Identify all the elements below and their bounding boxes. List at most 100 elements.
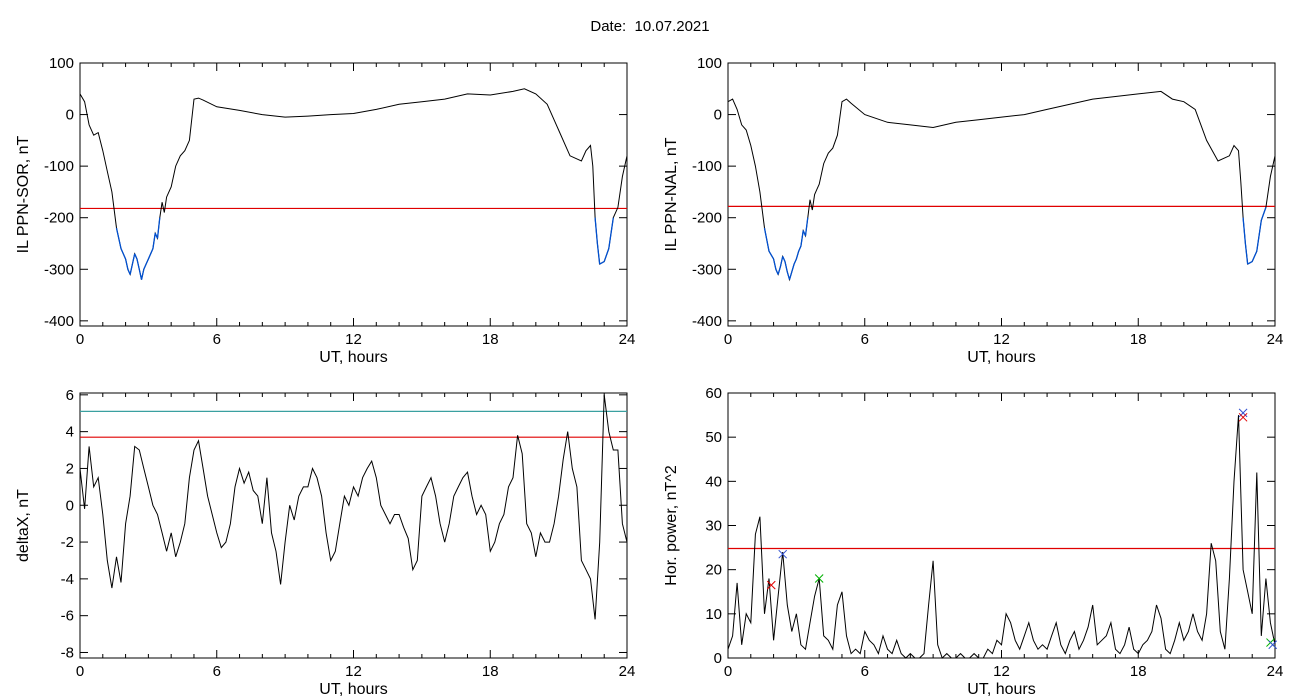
chart-deltax: 0 6 12 18 24 6 4 2 0 -2 -4 -6 -8 UT, hours deltaX, nT (15, 387, 635, 698)
series-highlight-segment (1247, 260, 1253, 265)
y-tick-label: -100 (44, 158, 74, 175)
series-highlight-segment (156, 217, 161, 239)
y-tick-label: -100 (692, 158, 722, 175)
y-axis-label: IL PPN-NAL, nT (663, 137, 680, 251)
series-highlight-segment (772, 258, 777, 270)
x-tick-label: 18 (482, 663, 499, 680)
series-highlight-segment (115, 227, 122, 249)
y-tick-label: 40 (705, 473, 722, 490)
series-line (79, 88, 628, 280)
x-tick-label: 6 (861, 663, 869, 680)
y-tick-label: 0 (66, 497, 74, 514)
cross-marker-stroke (1238, 412, 1248, 422)
y-tick-label: -400 (692, 313, 722, 330)
y-tick-label: 2 (66, 460, 74, 477)
series-highlight-segment (763, 227, 770, 252)
y-tick-label: -200 (692, 210, 722, 227)
series-highlight-segment (145, 258, 149, 265)
x-tick-label: 18 (1130, 663, 1147, 680)
series-highlight-segment (793, 258, 797, 265)
y-tick-label: -300 (44, 261, 74, 278)
series-highlight-segment (129, 263, 134, 275)
y-tick-label: -300 (692, 261, 722, 278)
y-tick-label: -2 (61, 534, 74, 551)
x-axis-label: UT, hours (967, 681, 1035, 698)
y-axis-label: Hor. power, nT^2 (663, 465, 680, 586)
cross-marker-stroke (778, 549, 788, 559)
x-tick-label: 0 (724, 331, 732, 348)
cross-marker-stroke (1238, 408, 1248, 418)
x-tick-label: 12 (993, 331, 1010, 348)
plot-frame (727, 62, 1276, 327)
series-highlight-segment (784, 261, 788, 272)
x-tick-label: 6 (861, 331, 869, 348)
y-tick-label: -8 (61, 644, 74, 661)
x-tick-label: 0 (76, 331, 84, 348)
plot-frame (727, 392, 1276, 659)
x-tick-label: 6 (213, 331, 221, 348)
x-tick-label: 6 (213, 663, 221, 680)
y-axis-label: deltaX, nT (15, 489, 32, 562)
x-tick-label: 12 (345, 663, 362, 680)
cross-marker-stroke (814, 574, 824, 583)
y-tick-label: 100 (697, 55, 722, 72)
x-tick-label: 0 (76, 663, 84, 680)
cross-marker-stroke (766, 580, 776, 590)
x-tick-label: 24 (1267, 331, 1284, 348)
chart-il-ppn-nal: 0 6 12 18 24 100 0 -100 -200 -300 -400 UT, hours IL … (663, 55, 1283, 366)
x-tick-label: 12 (345, 331, 362, 348)
series-highlight-segment (120, 248, 127, 260)
series-highlight-segment (134, 253, 138, 260)
series-highlight-segment (779, 256, 784, 267)
series-line (727, 90, 1276, 282)
series-highlight-segment (786, 271, 791, 280)
x-tick-label: 18 (482, 331, 499, 348)
y-tick-label: 30 (705, 518, 722, 535)
x-axis-label: UT, hours (967, 349, 1035, 366)
series-line (79, 394, 628, 620)
y-tick-label: 10 (705, 606, 722, 623)
page-title: Date: 10.07.2021 (590, 18, 710, 35)
cross-marker (766, 580, 776, 590)
x-tick-label: 24 (619, 663, 636, 680)
series-highlight-segment (140, 269, 145, 280)
cross-marker (1268, 640, 1278, 650)
series-highlight-segment (124, 258, 129, 270)
x-axis-label: UT, hours (319, 349, 387, 366)
x-axis-label: UT, hours (319, 681, 387, 698)
series-highlight-segment (1251, 250, 1258, 262)
series-highlight-segment (608, 217, 614, 249)
series-highlight-segment (1244, 243, 1249, 265)
chart-hor-power: 0 6 12 18 24 60 50 40 30 20 10 0 UT, hours Hor. power… (663, 385, 1283, 698)
cross-marker (1238, 408, 1248, 418)
series-highlight-segment (768, 250, 775, 260)
series-highlight-segment (788, 271, 793, 280)
series-highlight-segment (804, 217, 809, 236)
series-highlight-segment (800, 230, 804, 247)
y-tick-label: 0 (714, 107, 722, 124)
x-tick-label: 0 (724, 663, 732, 680)
series-line (727, 415, 1276, 659)
y-tick-label: -400 (44, 313, 74, 330)
y-tick-label: 6 (66, 387, 74, 404)
x-tick-label: 12 (993, 663, 1010, 680)
x-tick-label: 24 (619, 331, 636, 348)
chart-il-ppn-sor: 0 6 12 18 24 100 0 -100 -200 -300 -400 UT, hours IL … (15, 55, 635, 366)
series-highlight-segment (147, 253, 152, 260)
y-tick-label: -4 (61, 571, 74, 588)
series-highlight-segment (152, 233, 156, 249)
series-highlight-segment (782, 256, 786, 262)
series-highlight-segment (599, 260, 605, 265)
y-tick-label: 20 (705, 562, 722, 579)
cross-marker (778, 549, 788, 559)
cross-marker-stroke (1268, 640, 1278, 650)
series-highlight-segment (150, 248, 154, 255)
y-tick-label: 60 (705, 385, 722, 402)
series-highlight-segment (791, 263, 795, 273)
series-highlight-segment (136, 258, 140, 270)
cross-marker (814, 574, 824, 583)
series-highlight-segment (777, 266, 782, 275)
y-tick-label: 50 (705, 429, 722, 446)
y-tick-label: -6 (61, 608, 74, 625)
